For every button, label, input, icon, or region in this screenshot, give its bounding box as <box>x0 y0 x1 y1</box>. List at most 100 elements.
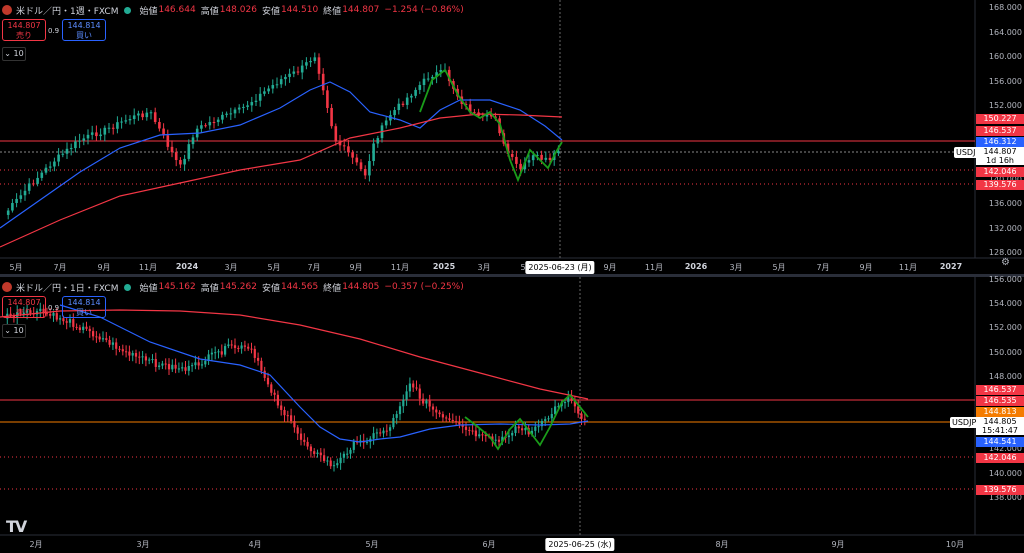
candle-body <box>342 145 346 147</box>
weekly-chart-pane[interactable]: 米ドル／円・1週・FXCM 始値 146.644 高値 148.026 安値 144.… <box>0 0 1024 274</box>
candle-body <box>250 102 254 106</box>
candle-body <box>257 357 260 361</box>
candle-body <box>368 161 371 176</box>
time-axis-label: 2024 <box>175 262 199 271</box>
candle-body <box>48 166 52 168</box>
settings-icon[interactable]: ⚙ <box>1001 257 1010 268</box>
candle-body <box>313 451 316 454</box>
candle-body <box>174 152 178 161</box>
pane-divider[interactable] <box>0 274 1024 277</box>
candle-body <box>132 115 136 120</box>
candle-body <box>521 428 524 431</box>
low-label: 安値 <box>261 6 280 17</box>
candle-body <box>577 406 580 414</box>
sell-button[interactable]: 144.807 売り <box>2 19 46 41</box>
low-value: 144.565 <box>280 282 319 292</box>
candle-body <box>271 85 275 89</box>
change-value: −1.254 (−0.86%) <box>384 5 464 15</box>
candle-body <box>107 127 111 129</box>
candle-body <box>481 434 484 436</box>
candle-body <box>519 163 522 170</box>
candle-body <box>438 412 441 415</box>
close-label: 終値 <box>323 6 342 17</box>
candle-body <box>317 57 321 74</box>
candle-body <box>441 414 444 418</box>
candle-body <box>217 351 220 353</box>
weekly-chart-canvas[interactable] <box>0 0 1024 274</box>
time-axis-label: 11月 <box>390 263 410 272</box>
daily-chart-canvas[interactable] <box>0 277 1024 553</box>
candle-body <box>300 65 304 73</box>
candle-body <box>32 183 35 185</box>
candle-body <box>323 455 326 461</box>
candle-body <box>266 377 270 385</box>
candle-body <box>263 91 266 94</box>
candle-body <box>40 172 44 178</box>
price-tag: 146.537 <box>976 126 1024 136</box>
time-axis-label: 9月 <box>349 263 363 272</box>
candle-body <box>11 203 14 211</box>
price-axis-label: 156.000 <box>988 275 1022 284</box>
candle-body <box>69 148 73 150</box>
candle-body <box>351 152 354 158</box>
candle-body <box>422 398 425 404</box>
candle-body <box>329 460 332 467</box>
candle-body <box>86 134 90 139</box>
time-axis-label: 7月 <box>307 263 321 272</box>
candle-body <box>580 413 583 419</box>
price-axis-label: 156.000 <box>988 76 1022 86</box>
candle-body <box>229 113 233 115</box>
candle-body <box>431 406 435 410</box>
candle-body <box>339 457 342 464</box>
zigzag-pattern <box>419 68 563 183</box>
buy-price: 144.814 <box>67 298 101 307</box>
candle-body <box>137 113 140 116</box>
candle-body <box>448 418 451 420</box>
candle-body <box>171 364 174 370</box>
candle-body <box>68 319 72 323</box>
candle-body <box>208 122 212 126</box>
time-axis-label: 9月 <box>831 540 845 549</box>
candle-body <box>418 85 422 90</box>
open-value: 146.644 <box>158 5 196 15</box>
symbol-title[interactable]: 米ドル／円・1日・FXCM <box>16 283 119 294</box>
sell-label: 売り <box>16 31 32 40</box>
candle-body <box>494 439 497 441</box>
buy-button[interactable]: 144.814 買い <box>62 296 106 318</box>
candle-body <box>365 441 369 443</box>
candle-body <box>108 339 111 345</box>
candle-body <box>221 114 224 120</box>
candle-body <box>418 388 421 399</box>
candle-body <box>392 417 395 428</box>
daily-chart-pane[interactable]: 米ドル／円・1日・FXCM 始値 145.162 高値 145.262 安値 144.… <box>0 275 1024 553</box>
candle-body <box>510 153 514 157</box>
sell-label: 売り <box>16 308 32 317</box>
time-axis-label: 2025 <box>432 262 456 271</box>
candle-body <box>85 326 88 329</box>
candle-body <box>554 406 557 415</box>
candle-body <box>397 103 401 111</box>
candle-body <box>158 121 161 129</box>
candle-body <box>125 351 128 353</box>
close-label: 終値 <box>323 283 342 294</box>
price-tag: 142.046 <box>976 453 1024 463</box>
candle-body <box>501 436 504 442</box>
candle-body <box>548 157 552 160</box>
price-axis-label: 148.000 <box>988 371 1022 381</box>
indicator-count: 10 <box>13 326 24 335</box>
candle-body <box>103 127 107 135</box>
candle-body <box>224 346 227 355</box>
candle-body <box>183 158 186 165</box>
indicators-toggle[interactable]: ⌄ 10 <box>2 47 26 61</box>
candle-body <box>352 441 355 450</box>
last-price-box: 144.807 1d 16h <box>976 147 1024 165</box>
sell-button[interactable]: 144.807 売り <box>2 296 46 318</box>
price-axis-label: 150.000 <box>988 347 1022 357</box>
candle-body <box>536 154 539 156</box>
change-value: −0.357 (−0.25%) <box>384 282 464 292</box>
indicators-toggle[interactable]: ⌄ 10 <box>2 324 26 338</box>
spread-value: 0.9 <box>48 27 60 35</box>
tradingview-logo[interactable]: TV <box>6 517 27 536</box>
symbol-title[interactable]: 米ドル／円・1週・FXCM <box>16 6 119 17</box>
buy-button[interactable]: 144.814 買い <box>62 19 106 41</box>
